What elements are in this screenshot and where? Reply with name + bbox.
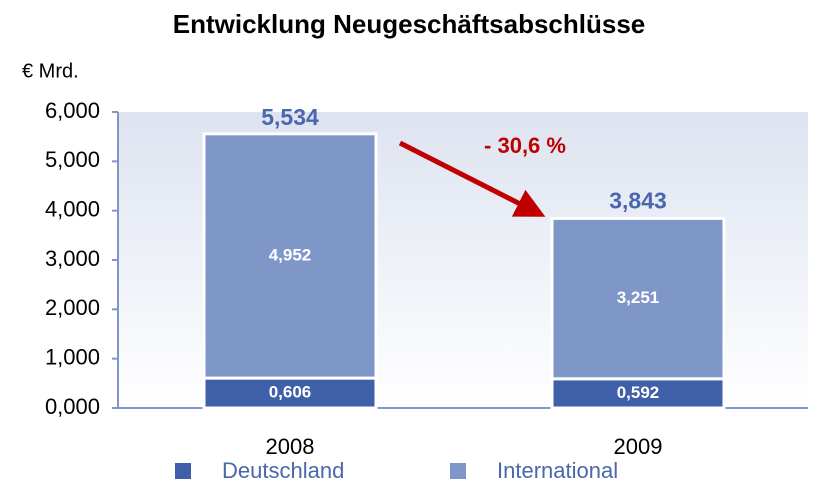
chart-title: Entwicklung Neugeschäftsabschlüsse <box>173 9 645 39</box>
value-label: 0,606 <box>269 383 312 402</box>
legend-label: International <box>497 458 618 483</box>
total-label: 3,843 <box>609 187 667 213</box>
x-tick-label: 2009 <box>614 434 663 459</box>
legend-swatch <box>450 463 466 479</box>
legend-swatch <box>175 463 191 479</box>
y-tick-label: 1,000 <box>45 344 100 369</box>
unit-label: € Mrd. <box>22 60 79 82</box>
legend-label: Deutschland <box>222 458 344 483</box>
arrow <box>398 140 546 217</box>
x-tick-label: 2008 <box>266 434 315 459</box>
value-label: 3,251 <box>617 288 660 307</box>
value-label: 0,592 <box>617 383 660 402</box>
y-tick-label: 2,000 <box>45 295 100 320</box>
annotation: - 30,6 % <box>484 133 566 158</box>
total-label: 5,534 <box>261 104 319 130</box>
y-tick-label: 0,000 <box>45 394 100 419</box>
y-tick-label: 4,000 <box>45 196 100 221</box>
bar-segment <box>550 377 726 410</box>
y-tick-label: 6,000 <box>45 98 100 123</box>
bar-segment <box>550 216 726 381</box>
y-tick-label: 5,000 <box>45 147 100 172</box>
bar-segment <box>202 376 378 410</box>
y-tick-label: 3,000 <box>45 246 100 271</box>
bar-segment <box>202 132 378 380</box>
value-label: 4,952 <box>269 245 312 264</box>
